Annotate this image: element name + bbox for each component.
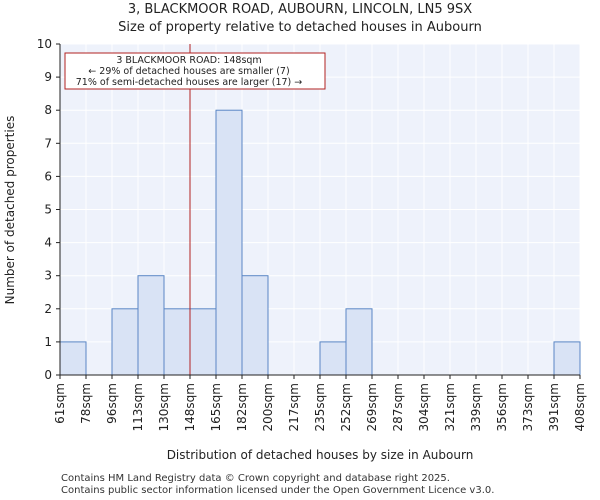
x-tick-label: 217sqm <box>287 383 301 431</box>
x-tick-label: 304sqm <box>417 383 431 431</box>
annotation-frame <box>64 52 326 90</box>
x-tick-label: 200sqm <box>261 383 275 431</box>
x-tick-label: 269sqm <box>365 383 379 431</box>
annotation-line: ← 29% of detached houses are smaller (7) <box>88 66 289 77</box>
annotation-line: 3 BLACKMOOR ROAD: 148sqm <box>116 55 261 66</box>
footer-line-2: Contains public sector information licen… <box>61 485 495 496</box>
histogram-bar <box>137 275 165 376</box>
annotation-line: 71% of semi-detached houses are larger (… <box>76 77 303 88</box>
histogram-bar <box>215 109 243 376</box>
chart-title: 3, BLACKMOOR ROAD, AUBOURN, LINCOLN, LN5… <box>127 2 473 17</box>
histogram-bar <box>111 308 139 376</box>
y-tick-label: 3 <box>44 269 52 283</box>
histogram-bar <box>189 308 217 376</box>
y-tick-label: 1 <box>44 335 52 349</box>
histogram-bar <box>553 341 581 376</box>
y-axis-label: Number of detached properties <box>3 116 17 305</box>
chart-subtitle: Size of property relative to detached ho… <box>118 20 482 35</box>
histogram-bar <box>241 275 269 376</box>
bar-series <box>59 109 581 376</box>
y-tick-label: 7 <box>44 136 52 150</box>
y-tick-label: 5 <box>44 203 52 217</box>
x-tick-label: 96sqm <box>105 383 119 424</box>
y-tick-label: 8 <box>44 103 52 117</box>
x-tick-label: 182sqm <box>235 383 249 431</box>
x-tick-label: 321sqm <box>443 383 457 431</box>
x-tick-label: 235sqm <box>313 383 327 431</box>
y-tick-label: 6 <box>44 169 52 183</box>
y-tick-label: 10 <box>37 37 52 51</box>
histogram-bar <box>319 341 347 376</box>
x-tick-label: 287sqm <box>391 383 405 431</box>
x-tick-label: 148sqm <box>183 383 197 431</box>
x-tick-label: 113sqm <box>131 383 145 431</box>
x-axis-label: Distribution of detached houses by size … <box>167 448 474 462</box>
y-tick-label: 9 <box>44 70 52 84</box>
x-tick-label: 165sqm <box>209 383 223 431</box>
x-tick-label: 130sqm <box>157 383 171 431</box>
x-tick-label: 356sqm <box>495 383 509 431</box>
histogram-bar <box>345 308 373 376</box>
x-tick-label: 252sqm <box>339 383 353 431</box>
x-tick-label: 391sqm <box>547 383 561 431</box>
y-tick-label: 2 <box>44 302 52 316</box>
histogram-bar <box>59 341 87 376</box>
x-tick-label: 61sqm <box>53 383 67 424</box>
x-tick-labels: 61sqm 78sqm 96sqm 113sqm 130sqm 148sqm 165sqm 1… <box>53 375 587 431</box>
x-tick-label: 339sqm <box>469 383 483 431</box>
x-tick-label: 408sqm <box>573 383 587 431</box>
histogram-bar <box>163 308 191 376</box>
x-tick-label: 373sqm <box>521 383 535 431</box>
y-tick-labels: 0 1 2 3 4 5 6 7 8 9 10 <box>37 37 60 382</box>
y-tick-label: 0 <box>44 368 52 382</box>
footer-line-1: Contains HM Land Registry data © Crown c… <box>61 473 450 484</box>
y-tick-label: 4 <box>44 236 52 250</box>
x-tick-label: 78sqm <box>79 383 93 424</box>
annotation-box: 3 BLACKMOOR ROAD: 148sqm← 29% of detache… <box>64 52 326 90</box>
